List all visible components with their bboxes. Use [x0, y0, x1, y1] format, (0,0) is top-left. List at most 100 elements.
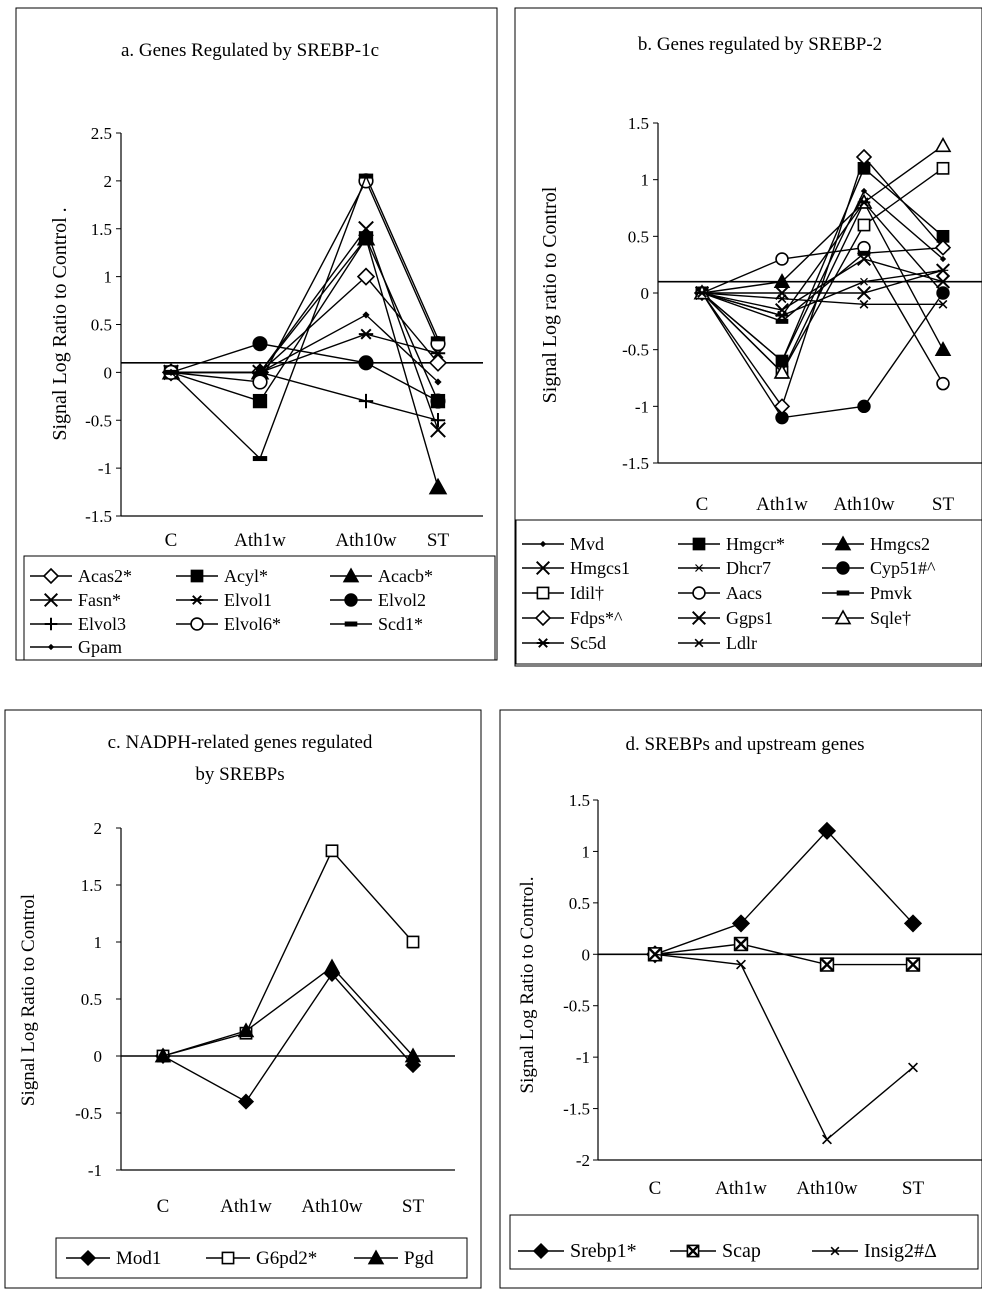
x-tick-label: ST [402, 1196, 425, 1217]
data-point-marker [358, 220, 374, 237]
data-point-marker [650, 949, 660, 960]
data-point-marker [434, 378, 442, 386]
data-point-marker [935, 274, 951, 289]
legend-entry: Sc5d [522, 633, 606, 653]
data-point-marker [817, 821, 837, 840]
y-tick-label: -1 [88, 1161, 102, 1180]
y-tick-label: -1.5 [622, 454, 649, 473]
legend-label: Hmgcs2 [870, 534, 930, 554]
legend-label: Elvol1 [224, 590, 272, 610]
y-tick-label: 0 [94, 1047, 103, 1066]
y-tick-label: -0.5 [563, 997, 590, 1016]
series-line [171, 314, 439, 383]
data-point-marker [903, 914, 923, 933]
series-6 [163, 365, 446, 428]
x-tick-label: C [165, 530, 178, 551]
legend-swatch-marker [691, 610, 707, 626]
series-line [701, 167, 944, 374]
data-point-marker [775, 318, 789, 324]
series-line [170, 342, 439, 402]
series-9 [167, 311, 442, 386]
series-2 [154, 958, 422, 1063]
legend-label: Sc5d [570, 633, 606, 653]
data-point-marker [775, 252, 789, 266]
series-13 [697, 288, 948, 309]
legend-label: Dhcr7 [726, 558, 771, 578]
data-point-marker [404, 1047, 422, 1063]
x-tick-label: Ath1w [715, 1178, 767, 1199]
data-point-marker [252, 336, 268, 352]
series-1 [695, 161, 950, 368]
y-tick-label: 0.5 [569, 894, 590, 913]
legend-entry: Scd1* [330, 614, 423, 634]
series-5 [695, 286, 950, 425]
legend-entry: Acacb* [330, 566, 433, 586]
x-tick-label: C [696, 494, 709, 515]
series-line [162, 849, 414, 1057]
x-tick-label: ST [932, 494, 955, 515]
series-0 [698, 187, 947, 365]
y-tick-label: 0.5 [81, 990, 102, 1009]
legend-swatch-marker [367, 1249, 385, 1265]
data-point-marker [857, 399, 871, 414]
data-point-marker [430, 421, 446, 438]
data-point-marker [167, 368, 175, 376]
legend-label: Fdps*^ [570, 608, 623, 628]
data-point-marker [733, 936, 749, 952]
y-tick-label: 2 [94, 819, 103, 838]
data-point-marker [855, 148, 873, 166]
legend-label: Idil† [570, 583, 604, 603]
series-2 [650, 949, 918, 1145]
data-point-marker [857, 250, 871, 256]
series-7 [695, 240, 950, 391]
y-tick-label: -1 [576, 1048, 590, 1067]
data-point-marker [857, 218, 871, 232]
legend-entry: Ldlr [678, 633, 757, 653]
legend-label: Acacb* [378, 566, 433, 586]
series-line [171, 275, 439, 374]
legend-swatch-marker [836, 590, 850, 596]
legend-label: Elvol2 [378, 590, 426, 610]
data-point-marker [908, 1062, 918, 1073]
legend-label: Srebp1* [570, 1240, 637, 1262]
legend-label: Cyp51#^ [870, 558, 936, 578]
x-tick-label: Ath10w [796, 1178, 858, 1199]
chart-title: a. Genes Regulated by SREBP-1c [121, 40, 379, 61]
data-point-marker [406, 935, 420, 949]
legend [509, 1214, 979, 1270]
y-tick-label: -0.5 [622, 341, 649, 360]
x-tick-label: Ath10w [833, 494, 895, 515]
legend-swatch-marker [686, 1244, 700, 1258]
legend-swatch-marker [535, 560, 551, 576]
legend-label: Acyl* [224, 566, 268, 586]
y-tick-label: 2 [104, 172, 113, 191]
legend-entry: Srebp1* [518, 1240, 637, 1262]
y-axis-label: Signal Log ratio to Control [539, 186, 561, 403]
data-point-marker [905, 957, 921, 972]
legend-swatch-marker [692, 537, 706, 551]
series-line [170, 236, 439, 402]
data-point-marker [856, 285, 872, 301]
legend-label: G6pd2* [256, 1248, 317, 1269]
data-point-marker [819, 957, 835, 972]
legend-swatch-marker [342, 567, 360, 583]
data-point-marker [934, 137, 952, 153]
legend-swatch-marker [190, 569, 204, 583]
legend-label: Mod1 [116, 1248, 161, 1269]
legend-swatch-marker [539, 540, 547, 548]
series-line [171, 227, 439, 431]
series-line [701, 258, 944, 311]
y-tick-label: 1 [641, 171, 650, 190]
data-point-marker [252, 374, 268, 390]
legend-entry: Mod1 [66, 1248, 161, 1269]
chart-title-line2: by SREBPs [195, 764, 284, 785]
legend-label: Elvol6* [224, 614, 281, 634]
data-point-marker [773, 398, 791, 415]
legend-entry: Cyp51#^ [822, 558, 936, 578]
legend-label: Aacs [726, 583, 762, 603]
legend-swatch-marker [834, 609, 852, 625]
chart-title: d. SREBPs and upstream genes [625, 734, 864, 755]
y-tick-label: -1.5 [85, 507, 112, 526]
data-point-marker [777, 294, 787, 304]
